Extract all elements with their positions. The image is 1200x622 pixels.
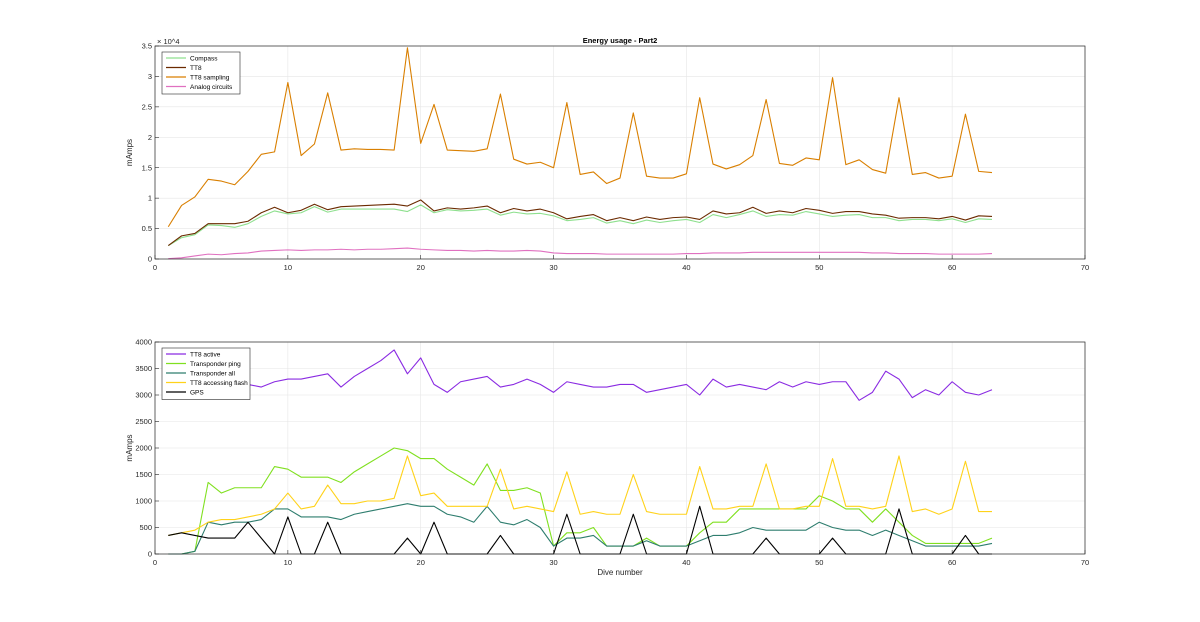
legend-entry: GPS	[190, 389, 204, 396]
y-tick-label: 3500	[135, 364, 152, 373]
y-tick-label: 0.5	[142, 224, 152, 233]
y-tick-label: 1	[148, 194, 152, 203]
series-line-transponder-ping	[168, 447, 993, 555]
x-tick-label: 30	[549, 558, 557, 567]
bottom-chart: 0 10 20 30 40 50 60 70 0 500 1000 1500 2000 2500 3000…	[125, 338, 1089, 577]
y-tick-label: 0	[148, 550, 152, 559]
legend-entry: TT8 sampling	[190, 74, 230, 81]
x-tick-label: 10	[284, 558, 292, 567]
y-tick-label: 3000	[135, 391, 152, 400]
x-tick-label: 40	[682, 558, 690, 567]
x-tick-label: 0	[153, 558, 157, 567]
y-tick-label: 3.5	[142, 42, 152, 51]
legend-box	[161, 347, 251, 400]
y-tick-label: 2	[148, 133, 152, 142]
legend-entry: TT8 accessing flash	[190, 380, 248, 387]
series-line-compass	[168, 204, 993, 247]
bottom-x-axis-label: Dive number	[597, 568, 643, 577]
legend-entry: Transponder all	[190, 370, 235, 377]
bottom-y-ticks: 0 500 1000 1500 2000 2500 3000 3500 4000	[135, 338, 159, 559]
x-tick-label: 10	[284, 263, 292, 272]
y-tick-label: 2.5	[142, 102, 152, 111]
x-tick-label: 60	[948, 558, 956, 567]
legend-entry: Analog circuits	[190, 84, 233, 91]
x-tick-label: 30	[549, 263, 557, 272]
bottom-y-axis-label: mAmps	[125, 434, 134, 461]
top-axes-box	[154, 45, 1086, 260]
x-tick-label: 60	[948, 263, 956, 272]
top-series	[167, 47, 993, 260]
series-line-transponder-all	[168, 503, 993, 555]
x-tick-label: 50	[815, 263, 823, 272]
y-tick-label: 1.5	[142, 163, 152, 172]
legend-entry: TT8 active	[190, 351, 221, 358]
series-line-tt8-accessing-flash	[168, 455, 992, 536]
y-tick-label: 1500	[135, 470, 152, 479]
series-line-tt8-sampling	[167, 47, 993, 228]
x-tick-label: 40	[682, 263, 690, 272]
x-tick-label: 20	[417, 558, 425, 567]
top-chart-title: Energy usage - Part2	[583, 36, 658, 45]
top-y-axis-label: mAmps	[125, 139, 134, 166]
bottom-legend: TT8 active Transponder ping Transponder al…	[161, 347, 251, 400]
bottom-x-ticks: 0 10 20 30 40 50 60 70	[153, 550, 1089, 567]
y-tick-label: 2500	[135, 417, 152, 426]
top-y-exponent: × 10^4	[157, 37, 180, 46]
y-tick-label: 3	[148, 72, 152, 81]
y-tick-label: 2000	[135, 444, 152, 453]
y-tick-label: 1000	[135, 497, 152, 506]
series-line-tt8-active	[168, 349, 993, 401]
top-chart: 0 10 20 30 40 50 60 70 0 0.5 1 1.5 2 2.5 3 3.5 Energy …	[125, 36, 1089, 272]
series-line-tt8	[167, 199, 993, 247]
x-tick-label: 50	[815, 558, 823, 567]
legend-entry: Compass	[190, 55, 218, 62]
x-tick-label: 0	[153, 263, 157, 272]
top-legend: Compass TT8 TT8 sampling Analog circuits	[161, 51, 241, 95]
top-x-ticks: 0 10 20 30 40 50 60 70	[153, 255, 1089, 272]
top-y-ticks: 0 0.5 1 1.5 2 2.5 3 3.5	[142, 42, 159, 264]
y-tick-label: 500	[139, 523, 152, 532]
x-tick-label: 70	[1081, 263, 1089, 272]
legend-entry: Transponder ping	[190, 361, 241, 368]
y-tick-label: 4000	[135, 338, 152, 347]
y-tick-label: 0	[148, 255, 152, 264]
series-line-analog-circuits	[168, 247, 993, 260]
x-tick-label: 20	[417, 263, 425, 272]
legend-entry: TT8	[190, 65, 202, 72]
x-tick-label: 70	[1081, 558, 1089, 567]
